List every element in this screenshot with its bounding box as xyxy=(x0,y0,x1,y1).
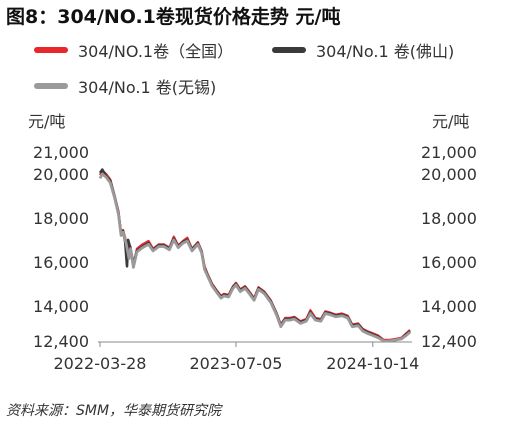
y-tick-label-left: 20,000 xyxy=(33,165,89,184)
source-note: 资料来源：SMM，华泰期货研究院 xyxy=(6,403,222,419)
y-tick-label-right: 18,000 xyxy=(421,209,477,228)
y-tick-label-left: 14,000 xyxy=(33,297,89,316)
y-tick-label-left: 21,000 xyxy=(33,143,89,162)
legend-item-wuxi: 304/No.1 卷(无锡) xyxy=(34,74,216,98)
legend-label-foshan: 304/No.1 卷(佛山) xyxy=(316,42,455,61)
y-tick-label-left: 16,000 xyxy=(33,253,89,272)
y-tick-label-left: 18,000 xyxy=(33,209,89,228)
y-axis-unit-left: 元/吨 xyxy=(28,112,66,131)
legend-swatch-national xyxy=(34,47,68,53)
y-tick-label-right: 16,000 xyxy=(421,253,477,272)
x-axis: 2022-03-28 2023-07-05 2024-10-14 xyxy=(54,341,419,373)
series-lines xyxy=(98,168,411,343)
legend-item-foshan: 304/No.1 卷(佛山) xyxy=(272,38,454,62)
series-line-foshan xyxy=(98,168,411,343)
y-axis-unit-right: 元/吨 xyxy=(432,112,470,131)
legend-swatch-foshan xyxy=(272,47,306,53)
series-line-national xyxy=(99,169,411,341)
legend-swatch-wuxi xyxy=(34,83,68,89)
y-tick-label-right: 21,000 xyxy=(421,143,477,162)
y-axis-left: 21,000 20,000 18,000 16,000 14,000 12,400 xyxy=(33,143,89,351)
x-tick-label: 2023-07-05 xyxy=(189,354,282,373)
series-line-wuxi xyxy=(98,172,411,343)
y-tick-label-right: 20,000 xyxy=(421,165,477,184)
y-axis-right: 21,000 20,000 18,000 16,000 14,000 12,400 xyxy=(421,143,477,351)
x-tick-label: 2022-03-28 xyxy=(54,354,147,373)
y-tick-label-right: 12,400 xyxy=(421,332,477,351)
chart-title: 图8：304/NO.1卷现货价格走势 元/吨 xyxy=(6,6,341,28)
y-tick-label-right: 14,000 xyxy=(421,297,477,316)
legend-label-wuxi: 304/No.1 卷(无锡) xyxy=(78,78,217,97)
legend-label-national: 304/NO.1卷（全国） xyxy=(78,42,234,61)
y-tick-label-left: 12,400 xyxy=(33,332,89,351)
legend-item-national: 304/NO.1卷（全国） xyxy=(34,38,233,62)
x-tick-label: 2024-10-14 xyxy=(326,354,419,373)
